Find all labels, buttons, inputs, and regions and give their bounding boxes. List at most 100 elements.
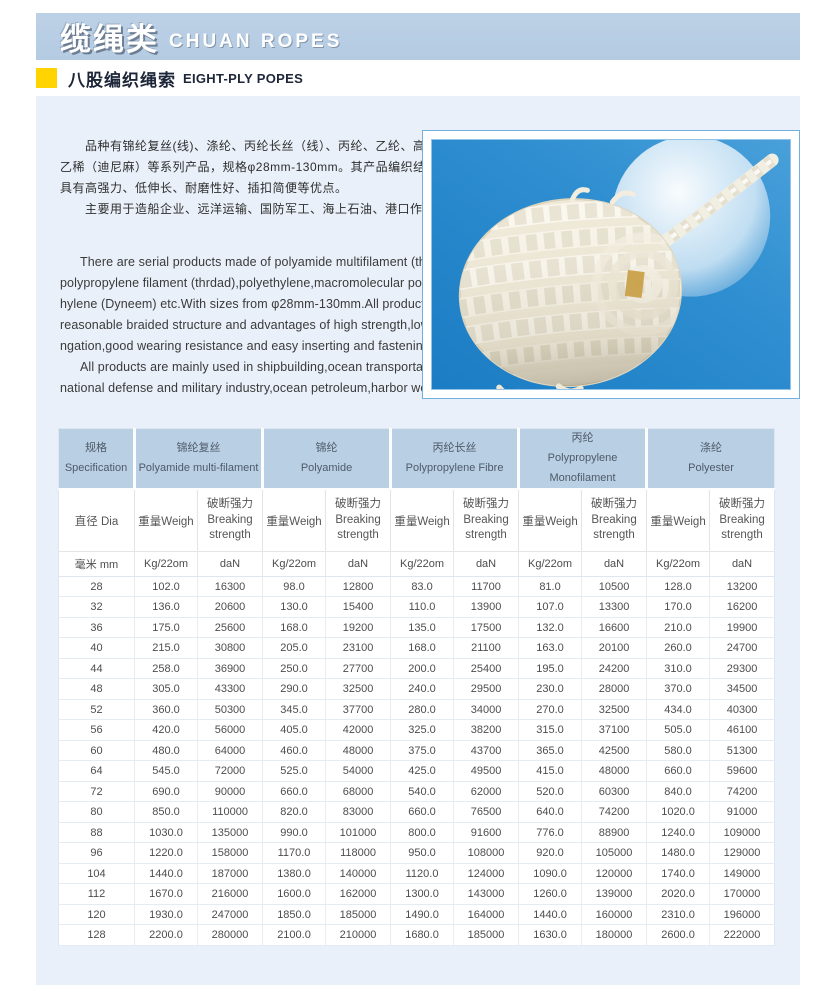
table-cell: 54000 xyxy=(325,760,391,782)
table-cell: 16600 xyxy=(581,617,647,639)
table-cell: 505.0 xyxy=(646,719,710,741)
table-cell: 990.0 xyxy=(262,822,326,844)
table-cell: 34000 xyxy=(453,699,519,721)
table-cell: 2020.0 xyxy=(646,883,710,905)
table-cell: 1930.0 xyxy=(134,904,198,926)
table-cell: 81.0 xyxy=(518,576,582,598)
subheader-weight: 重量Weigh xyxy=(390,489,454,552)
column-header-zh: 锦纶 xyxy=(315,441,338,454)
table-row: 64 545.0 72000 525.0 54000 425.0 49500 415.0 480… xyxy=(58,760,775,782)
table-cell: 149000 xyxy=(709,863,775,885)
table-row: 96 1220.0 158000 1170.0 118000 950.0 108000 920… xyxy=(58,842,775,864)
table-cell: 20600 xyxy=(196,596,263,618)
table-cell: 280000 xyxy=(196,924,263,946)
table-cell: 37700 xyxy=(325,699,391,721)
table-cell: 112 xyxy=(58,883,135,905)
intro-line-en: national defense and military industry,o… xyxy=(60,381,469,395)
table-cell: 52 xyxy=(58,699,135,721)
table-cell: 525.0 xyxy=(262,760,326,782)
table-cell: 247000 xyxy=(196,904,263,926)
table-cell: 12800 xyxy=(325,576,391,598)
table-cell: 434.0 xyxy=(646,699,710,721)
intro-line-zh: 品种有锦纶复丝(线)、涤纶、丙纶长丝（线）、丙纶、乙纶、高分子聚 xyxy=(85,139,463,153)
table-cell: 345.0 xyxy=(262,699,326,721)
table-cell: 168.0 xyxy=(390,637,454,659)
table-cell: 185000 xyxy=(325,904,391,926)
table-cell: 200.0 xyxy=(390,658,454,680)
table-cell: 105000 xyxy=(581,842,647,864)
subheader-diameter: 直径 Dia xyxy=(58,489,135,552)
table-row: 112 1670.0 216000 1600.0 162000 1300.0 143000 1… xyxy=(58,883,775,905)
table-cell: 90000 xyxy=(196,781,263,803)
table-row: 32 136.0 20600 130.0 15400 110.0 13900 107.0 133… xyxy=(58,596,775,618)
unit-kg: Kg/22om xyxy=(390,551,454,577)
table-cell: 74200 xyxy=(581,801,647,823)
table-cell: 776.0 xyxy=(518,822,582,844)
table-cell: 109000 xyxy=(709,822,775,844)
subheader-weight: 重量Weigh xyxy=(646,489,710,552)
table-cell: 128 xyxy=(58,924,135,946)
table-cell: 88900 xyxy=(581,822,647,844)
table-cell: 43300 xyxy=(196,678,263,700)
table-cell: 37100 xyxy=(581,719,647,741)
table-cell: 920.0 xyxy=(518,842,582,864)
table-cell: 950.0 xyxy=(390,842,454,864)
table-cell: 1170.0 xyxy=(262,842,326,864)
table-cell: 1240.0 xyxy=(646,822,710,844)
page-title-en: CHUAN ROPES xyxy=(169,30,343,52)
intro-section: 品种有锦纶复丝(线)、涤纶、丙纶长丝（线）、丙纶、乙纶、高分子聚 乙稀（迪尼麻）等… xyxy=(36,96,800,399)
table-cell: 2310.0 xyxy=(646,904,710,926)
column-header-specification: 规格 Specification xyxy=(58,428,135,491)
table-cell: 2600.0 xyxy=(646,924,710,946)
table-cell: 1380.0 xyxy=(262,863,326,885)
subheader-breaking-strength: 破断强力 Breaking strength xyxy=(709,489,775,552)
unit-dan: daN xyxy=(325,551,391,577)
column-header-polyamide-multifilament: 锦纶复丝 Polyamide multi-filament xyxy=(132,428,263,491)
table-cell: 1260.0 xyxy=(518,883,582,905)
table-cell: 40 xyxy=(58,637,135,659)
table-cell: 270.0 xyxy=(518,699,582,721)
column-header-zh: 规格 xyxy=(85,441,107,454)
subheader-weight: 重量Weigh xyxy=(134,489,198,552)
table-cell: 110.0 xyxy=(390,596,454,618)
table-cell: 120000 xyxy=(581,863,647,885)
table-cell: 1740.0 xyxy=(646,863,710,885)
table-cell: 210.0 xyxy=(646,617,710,639)
table-cell: 250.0 xyxy=(262,658,326,680)
table-cell: 187000 xyxy=(196,863,263,885)
intro-paragraph-zh: 品种有锦纶复丝(线)、涤纶、丙纶长丝（线）、丙纶、乙纶、高分子聚 乙稀（迪尼麻）等… xyxy=(60,136,485,220)
column-header-polypropylene-monofilament: 丙纶 Polypropylene Monofilament xyxy=(517,428,647,491)
table-row: 72 690.0 90000 660.0 68000 540.0 62000 520.0 603… xyxy=(58,781,775,803)
table-cell: 62000 xyxy=(453,781,519,803)
table-units-row: 毫米 mm Kg/22om daN Kg/22om daN Kg/22om daN Kg/22… xyxy=(58,551,775,577)
table-cell: 164000 xyxy=(453,904,519,926)
table-cell: 370.0 xyxy=(646,678,710,700)
table-cell: 28000 xyxy=(581,678,647,700)
table-cell: 128.0 xyxy=(646,576,710,598)
table-cell: 216000 xyxy=(196,883,263,905)
table-cell: 580.0 xyxy=(646,740,710,762)
table-cell: 10500 xyxy=(581,576,647,598)
table-cell: 98.0 xyxy=(262,576,326,598)
table-cell: 135000 xyxy=(196,822,263,844)
table-cell: 32500 xyxy=(581,699,647,721)
table-cell: 83.0 xyxy=(390,576,454,598)
table-cell: 205.0 xyxy=(262,637,326,659)
table-cell: 49500 xyxy=(453,760,519,782)
table-cell: 59600 xyxy=(709,760,775,782)
table-cell: 19900 xyxy=(709,617,775,639)
table-cell: 135.0 xyxy=(390,617,454,639)
table-cell: 48 xyxy=(58,678,135,700)
table-cell: 230.0 xyxy=(518,678,582,700)
table-cell: 240.0 xyxy=(390,678,454,700)
table-cell: 2100.0 xyxy=(262,924,326,946)
table-cell: 1600.0 xyxy=(262,883,326,905)
table-cell: 21100 xyxy=(453,637,519,659)
table-row: 48 305.0 43300 290.0 32500 240.0 29500 230.0 280… xyxy=(58,678,775,700)
table-cell: 660.0 xyxy=(646,760,710,782)
column-header-en: Polyamide xyxy=(300,461,353,474)
table-cell: 196000 xyxy=(709,904,775,926)
column-header-en: Polyamide multi-filament xyxy=(138,461,259,474)
table-cell: 660.0 xyxy=(390,801,454,823)
table-cell: 1440.0 xyxy=(518,904,582,926)
